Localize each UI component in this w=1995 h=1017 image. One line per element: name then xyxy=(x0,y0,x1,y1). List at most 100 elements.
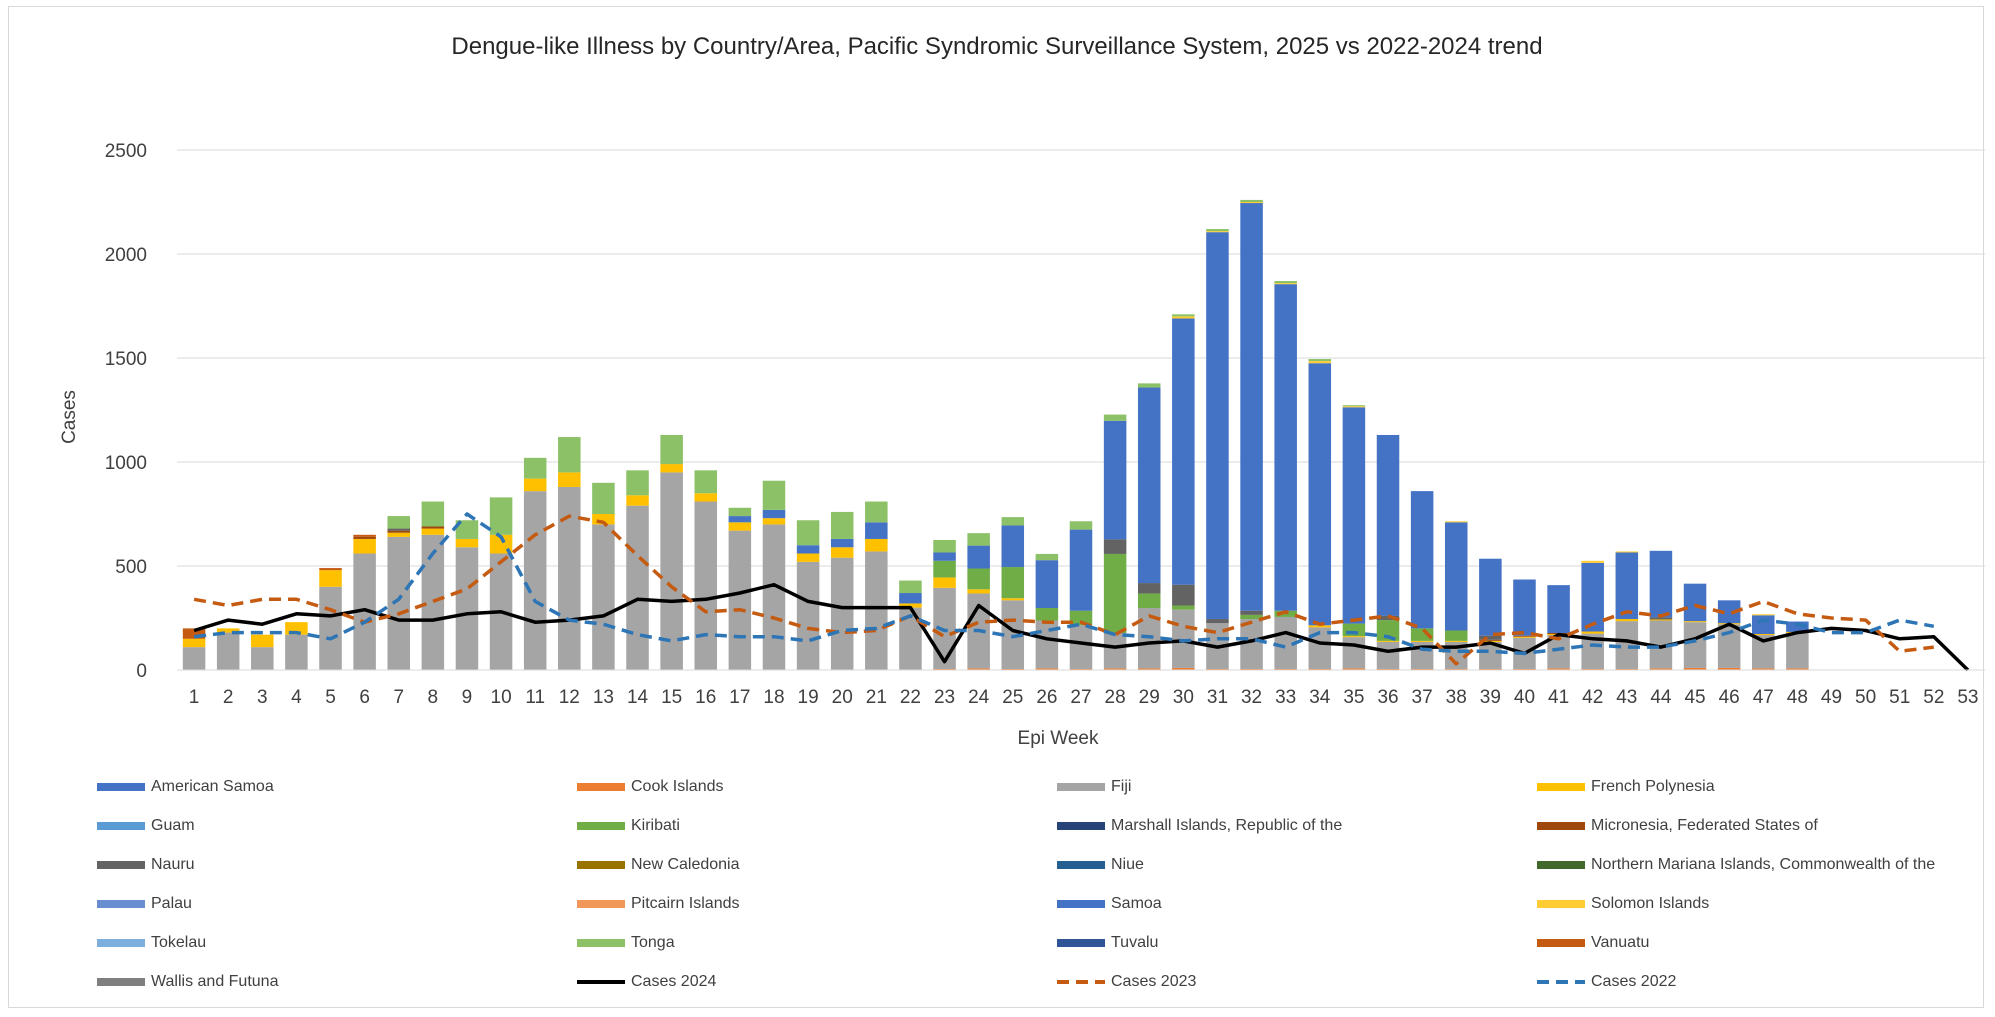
x-tick-label: 46 xyxy=(1719,687,1740,708)
x-tick-label: 28 xyxy=(1105,687,1126,708)
legend-label: Nauru xyxy=(151,856,195,873)
bar-segment xyxy=(216,628,240,633)
bar-segment xyxy=(762,518,786,525)
bar-segment xyxy=(1547,585,1570,633)
x-tick-label: 1 xyxy=(189,687,200,708)
bar-segment xyxy=(1274,283,1297,285)
bar-segment xyxy=(899,580,922,594)
legend-label: Tonga xyxy=(631,934,675,951)
legend-item: Wallis and Futuna xyxy=(97,972,278,992)
x-tick-label: 24 xyxy=(968,687,990,708)
bar-segment xyxy=(1001,598,1025,601)
bar-segment xyxy=(1240,203,1263,611)
bar-segment xyxy=(1717,600,1741,624)
bar-segment xyxy=(660,464,683,473)
x-tick-label: 19 xyxy=(798,687,819,708)
bar-segment xyxy=(1513,579,1536,636)
bar-segment xyxy=(1444,630,1468,641)
bar-segment xyxy=(1342,637,1366,669)
bar-segment xyxy=(1308,359,1332,362)
bar-segment xyxy=(387,536,410,670)
legend-swatch xyxy=(577,783,625,791)
legend-item: French Polynesia xyxy=(1537,777,1715,797)
bar-segment xyxy=(1274,668,1297,670)
bar-segment xyxy=(1513,635,1536,637)
bar-segment xyxy=(1752,614,1775,616)
bar-segment xyxy=(1206,232,1229,620)
bar-segment xyxy=(1513,668,1536,670)
legend-item: Nauru xyxy=(97,855,195,875)
bar-segment xyxy=(421,501,445,527)
series-line xyxy=(193,512,1935,656)
bar-segment xyxy=(762,480,786,510)
bar-segment xyxy=(728,530,752,670)
x-tick-label: 2 xyxy=(223,687,234,708)
bar-segment xyxy=(1752,634,1775,636)
bar-segment xyxy=(1206,619,1229,624)
x-tick-label: 14 xyxy=(627,687,649,708)
bar-segment xyxy=(182,638,206,648)
bar-segment xyxy=(421,534,445,670)
bar-segment xyxy=(1103,539,1127,554)
bar-segment xyxy=(1240,202,1263,204)
legend-item: Guam xyxy=(97,816,195,836)
bar-segment xyxy=(1103,414,1127,421)
bar-segment xyxy=(1444,521,1468,523)
bar-segment xyxy=(626,505,649,670)
x-tick-label: 38 xyxy=(1446,687,1467,708)
bar-segment xyxy=(1786,668,1809,670)
bar-segment xyxy=(1786,632,1809,669)
x-tick-label: 27 xyxy=(1070,687,1091,708)
legend-swatch xyxy=(97,900,145,908)
bar-segment xyxy=(967,545,990,569)
legend-item: Kiribati xyxy=(577,816,680,836)
bar-segment xyxy=(1172,667,1195,670)
bar-segment xyxy=(1308,363,1332,626)
legend-swatch xyxy=(97,822,145,830)
bar-segment xyxy=(523,491,547,670)
legend-swatch xyxy=(97,978,145,986)
legend-label: Guam xyxy=(151,817,195,834)
x-tick-label: 39 xyxy=(1480,687,1501,708)
x-tick-label: 22 xyxy=(900,687,921,708)
x-tick-label: 50 xyxy=(1855,687,1876,708)
bar-segment xyxy=(796,553,820,562)
bar-segment xyxy=(592,524,615,670)
x-tick-label: 35 xyxy=(1343,687,1364,708)
bar-segment xyxy=(387,532,410,537)
legend-item: Cases 2023 xyxy=(1057,972,1196,992)
x-tick-label: 10 xyxy=(491,687,512,708)
x-tick-label: 17 xyxy=(729,687,750,708)
x-tick-label: 30 xyxy=(1173,687,1194,708)
bar-segment xyxy=(933,552,956,561)
bar-segment xyxy=(1376,620,1400,641)
bar-segment xyxy=(182,628,206,639)
bar-segment xyxy=(728,516,752,523)
bar-segment xyxy=(660,472,683,670)
x-tick-label: 40 xyxy=(1514,687,1535,708)
bar-segment xyxy=(899,603,922,608)
line-layer xyxy=(193,512,1970,672)
bar-segment xyxy=(1479,668,1502,670)
bar-segment xyxy=(455,538,479,548)
legend-label: Vanuatu xyxy=(1591,934,1650,951)
bar-segment xyxy=(1001,668,1025,670)
x-tick-label: 51 xyxy=(1889,687,1910,708)
bar-segment xyxy=(1376,641,1400,669)
bar-segment xyxy=(1581,560,1604,563)
bar-segment xyxy=(1308,361,1332,364)
bar-segment xyxy=(626,495,649,506)
legend-item: Tokelau xyxy=(97,933,206,953)
bar-segment xyxy=(728,507,752,517)
bar-segment xyxy=(1649,668,1673,670)
legend-label: New Caledonia xyxy=(631,856,740,873)
bar-segment xyxy=(387,530,410,533)
bar-segment xyxy=(865,538,888,552)
bar-segment xyxy=(1274,284,1297,611)
bar-segment xyxy=(592,514,615,525)
bar-segment xyxy=(933,587,956,669)
bar-segment xyxy=(1137,593,1161,609)
bar-segment xyxy=(1376,615,1400,621)
legend-swatch xyxy=(1057,822,1105,830)
